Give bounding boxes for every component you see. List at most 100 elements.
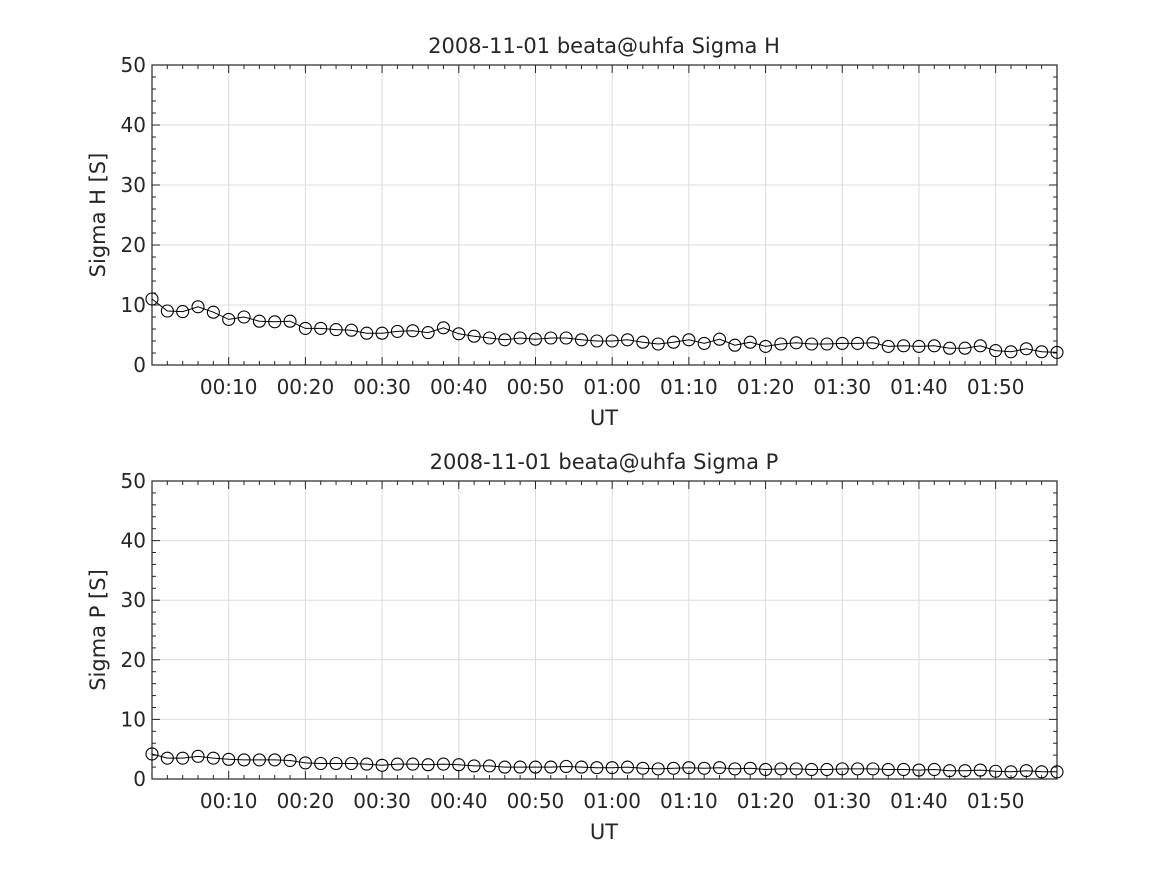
sigma-p-y-axis-label: Sigma P [S] [86,569,110,691]
sigma-h-data-point [283,314,297,328]
sigma-p-x-tick-label: 01:20 [737,789,795,813]
sigma-h-data-point [620,333,635,347]
sigma-p-y-tick-label: 30 [121,588,146,612]
sigma-p-data-point [590,761,604,775]
sigma-h-y-tick-label: 20 [121,233,146,257]
sigma-p-data-point [406,757,420,771]
sigma-p-data-point [881,762,895,777]
sigma-p-data-point [467,759,481,773]
sigma-p-data-point [252,753,266,767]
sigma-h-y-tick-label: 40 [121,113,146,137]
sigma-p-y-tick-label: 10 [121,707,146,731]
sigma-h-x-tick-label: 01:40 [890,375,948,399]
sigma-p-y-tick-label: 50 [121,469,146,493]
sigma-h-data-point [482,331,497,345]
sigma-h-data-point [774,337,788,351]
sigma-p-series-line [151,753,1057,773]
sigma-p-data-point [958,764,972,778]
sigma-h-data-point [314,321,328,335]
sigma-p-x-tick-label: 00:20 [277,789,335,813]
sigma-h-x-tick-label: 01:10 [660,375,718,399]
sigma-h-data-point [160,304,174,318]
sigma-h-data-point [989,344,1003,358]
sigma-p-x-tick-label: 00:50 [507,789,565,813]
sigma-h-data-point [390,324,404,338]
sigma-p-x-tick-label: 01:00 [583,789,641,813]
sigma-p-x-tick-label: 01:30 [813,789,871,813]
sigma-p-data-point [897,762,911,777]
sigma-h-data-point [574,333,589,347]
sigma-h-data-point [759,339,773,353]
sigma-p-data-point [989,764,1003,778]
sigma-p-data-point [298,756,312,770]
sigma-h-x-tick-label: 00:40 [430,375,488,399]
sigma-h-data-point [222,312,236,326]
sigma-p-data-point [191,749,205,763]
sigma-h-x-axis-label: UT [590,406,618,430]
sigma-h-data-point [145,292,159,306]
sigma-p-data-point [268,753,282,767]
sigma-h-x-tick-label: 00:20 [277,375,335,399]
sigma-h-x-tick-label: 01:20 [737,375,795,399]
sigma-h-data-point [375,326,389,340]
sigma-p-data-point [851,762,865,776]
sigma-h-data-point [897,339,911,353]
sigma-h-y-tick-label: 0 [133,353,146,377]
sigma-p-data-point [743,761,757,775]
sigma-h-data-point [513,331,527,345]
sigma-p-data-point [759,762,773,777]
sigma-h-axes-box [151,64,1058,366]
sigma-h-data-point [590,334,604,348]
sigma-h-x-tick-label: 00:10 [200,375,258,399]
sigma-h-data-point [436,321,450,335]
sigma-h-y-tick-label: 50 [121,53,146,77]
sigma-h-data-point [268,315,282,329]
sigma-h-data-point [820,337,834,351]
sigma-h-data-point [344,323,358,337]
sigma-p-data-point [329,756,343,771]
sigma-h-data-point [360,326,374,340]
sigma-p-data-point [820,762,834,777]
sigma-p-data-point [682,761,696,775]
sigma-p-data-point [605,761,619,775]
sigma-h-data-point [651,337,665,351]
sigma-h-data-point [605,334,619,348]
sigma-p-data-point [697,761,711,775]
sigma-h-data-point [728,338,742,352]
sigma-h-y-axis-label: Sigma H [S] [86,153,110,278]
sigma-h-data-point [712,332,727,346]
sigma-p-data-point [912,763,926,777]
sigma-p-x-axis-label: UT [590,820,618,844]
sigma-p-data-point [375,758,389,772]
sigma-h-data-point [498,333,512,347]
sigma-p-data-point [666,761,681,775]
sigma-h-data-point [467,329,481,343]
sigma-h-data-point [835,336,849,350]
sigma-p-data-point [1035,765,1049,779]
sigma-p-y-tick-label: 0 [133,767,146,791]
sigma-p-data-point [544,760,558,774]
sigma-p-data-point [283,753,297,768]
sigma-p-x-tick-label: 00:10 [200,789,258,813]
sigma-h-data-point [1019,342,1033,356]
sigma-h-x-tick-label: 00:30 [353,375,411,399]
sigma-p-data-point [789,762,803,776]
sigma-p-data-point [559,759,573,774]
sigma-h-data-point [406,324,420,338]
sigma-h-data-point [666,335,681,349]
sigma-h-plot-area: 0 10 20 30 40 50 00:10 00:20 00:30 00:40 00:50 01:0… [121,53,1064,399]
sigma-p-data-point [973,763,987,777]
sigma-h-data-point [237,310,251,324]
sigma-p-data-point [390,757,404,771]
sigma-p-data-point [866,762,880,776]
sigma-h-series-line [151,298,1058,353]
sigma-p-data-point [1050,765,1064,779]
sigma-h-data-point [851,336,865,350]
sigma-p-data-point [620,760,635,774]
sigma-p-data-point [528,760,543,774]
sigma-p-data-point [728,762,742,776]
sigma-h-x-tick-label: 01:30 [813,375,871,399]
sigma-h-data-point [544,331,558,345]
sigma-p-data-point [835,762,849,776]
sigma-p-data-point [636,761,650,775]
